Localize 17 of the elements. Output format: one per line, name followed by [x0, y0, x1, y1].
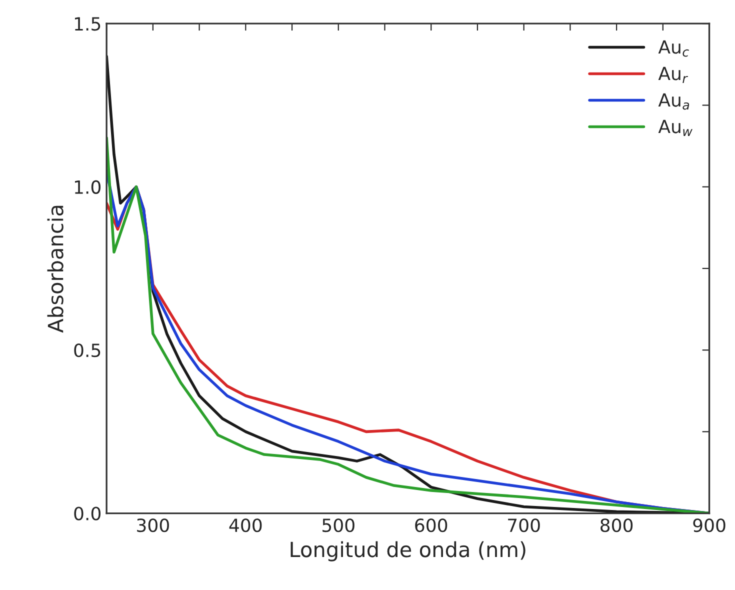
x-tick-label: 600: [415, 518, 448, 532]
y-tick-label: 1.5: [74, 17, 100, 31]
x-tick-label: 800: [600, 518, 633, 532]
legend-label: Au$_{c}$: [658, 40, 689, 57]
x-tick-label: 400: [229, 518, 262, 532]
x-tick-label: 500: [322, 518, 354, 532]
x-tick-label: 700: [508, 518, 540, 532]
y-tick-label: 0.5: [74, 344, 100, 358]
y-tick-label: 0.0: [74, 506, 101, 520]
legend-label: Au$_{w}$: [658, 120, 692, 136]
x-tick-label: 300: [137, 518, 169, 532]
x-tick-label: 900: [693, 518, 726, 532]
x-axis-title: Longitud de onda (nm): [290, 541, 526, 562]
legend-label: Au$_{a}$: [658, 93, 690, 110]
legend-label: Au$_{r}$: [658, 66, 688, 84]
y-axis-title: Absorbancia: [47, 206, 64, 333]
y-tick-label: 1.0: [74, 180, 101, 194]
